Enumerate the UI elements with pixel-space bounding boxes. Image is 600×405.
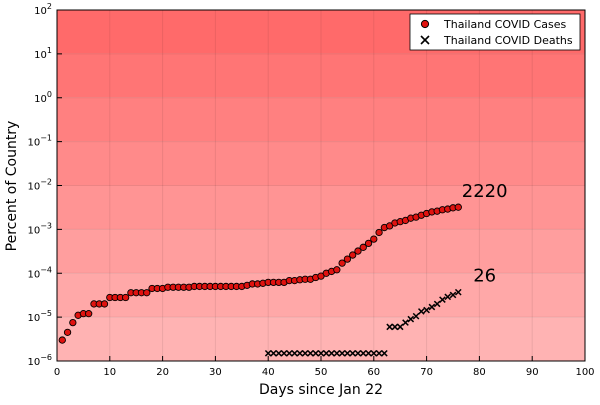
death-point: [328, 349, 335, 357]
death-point: [359, 349, 367, 357]
death-point: [439, 296, 446, 303]
cases-series: [58, 203, 462, 344]
x-tick-label: 20: [156, 367, 169, 378]
case-point: [375, 228, 383, 237]
annotation-label: 2220: [462, 181, 508, 202]
x-tick-label: 30: [209, 367, 222, 378]
death-point: [307, 349, 314, 357]
case-point: [370, 235, 378, 243]
legend-box: [409, 13, 581, 51]
death-point: [428, 303, 436, 311]
case-point: [121, 293, 130, 302]
death-point: [444, 293, 452, 301]
x-tick-label: 80: [473, 367, 486, 378]
y-tick-label: 10−4: [27, 265, 52, 280]
case-point: [354, 247, 362, 255]
y-tick-label: 10−2: [27, 178, 52, 193]
case-point: [454, 203, 462, 211]
death-point: [317, 349, 325, 357]
legend-cases-marker: [420, 19, 430, 29]
case-point: [364, 239, 373, 248]
x-tick-label: 40: [262, 367, 275, 378]
death-point: [264, 349, 272, 357]
death-point: [285, 349, 293, 357]
death-point: [322, 349, 330, 357]
death-point: [301, 349, 309, 357]
death-point: [291, 349, 298, 357]
y-axis-ticks: 102 101 100 10−1 10−2 10−3 10−4 10−5 10−6: [27, 2, 62, 368]
case-point: [343, 255, 352, 263]
case-point: [100, 300, 109, 308]
y-tick-label: 102: [34, 2, 52, 17]
background-band: [57, 53, 585, 98]
death-point: [433, 300, 441, 308]
x-tick-label: 90: [526, 367, 539, 378]
case-point: [333, 266, 341, 274]
x-tick-label: 10: [103, 367, 116, 378]
death-point: [280, 349, 288, 357]
death-point: [402, 319, 409, 326]
legend-deaths-marker: [420, 35, 430, 45]
death-point: [375, 349, 383, 357]
death-point: [333, 349, 341, 357]
legend-cases-label: Thailand COVID Cases: [443, 18, 567, 31]
death-point: [270, 349, 277, 357]
case-point: [359, 243, 367, 251]
case-point: [338, 259, 346, 267]
y-tick-label: 10−6: [27, 353, 52, 368]
death-point: [386, 323, 393, 331]
x-axis-ticks: 0 10 20 30 40 50 60 70 80 90 100: [54, 356, 595, 378]
case-point: [58, 336, 66, 344]
death-point: [275, 349, 283, 357]
deaths-series: [264, 288, 462, 357]
background-band: [57, 229, 585, 274]
death-point: [338, 349, 346, 357]
case-point: [349, 251, 357, 259]
death-point: [349, 349, 357, 357]
death-point: [417, 308, 425, 315]
death-point: [407, 315, 415, 323]
death-point: [391, 323, 399, 331]
background-band: [57, 185, 585, 230]
x-tick-label: 50: [315, 367, 328, 378]
legend-deaths-label: Thailand COVID Deaths: [443, 34, 573, 47]
x-tick-label: 70: [420, 367, 433, 378]
death-point: [454, 288, 462, 296]
death-point: [312, 349, 320, 357]
x-tick-label: 60: [367, 367, 380, 378]
y-tick-label: 10−5: [27, 309, 52, 324]
death-point: [412, 312, 420, 320]
y-axis-label: Percent of Country: [4, 121, 20, 252]
x-tick-label: 100: [575, 367, 594, 378]
y-tick-label: 101: [34, 46, 52, 61]
death-point: [354, 349, 362, 357]
case-point: [63, 328, 72, 336]
x-tick-label: 0: [54, 367, 60, 378]
legend: Thailand COVID Cases Thailand COVID Deat…: [409, 13, 581, 51]
annotations: 2220 26: [462, 181, 508, 287]
annotation-label: 26: [473, 265, 496, 286]
death-point: [423, 306, 430, 314]
death-point: [296, 349, 304, 357]
y-tick-label: 10−1: [27, 134, 52, 149]
case-point: [69, 318, 77, 327]
x-axis-label: Days since Jan 22: [259, 382, 383, 398]
death-point: [365, 349, 372, 357]
death-point: [344, 349, 351, 357]
death-point: [396, 323, 404, 331]
y-tick-label: 100: [34, 90, 52, 105]
death-point: [381, 349, 388, 357]
case-point: [85, 310, 93, 318]
case-point: [143, 289, 151, 297]
background-band: [57, 97, 585, 142]
background-band: [57, 141, 585, 186]
y-tick-label: 10−3: [27, 221, 52, 236]
death-point: [370, 349, 378, 357]
death-point: [449, 291, 457, 299]
